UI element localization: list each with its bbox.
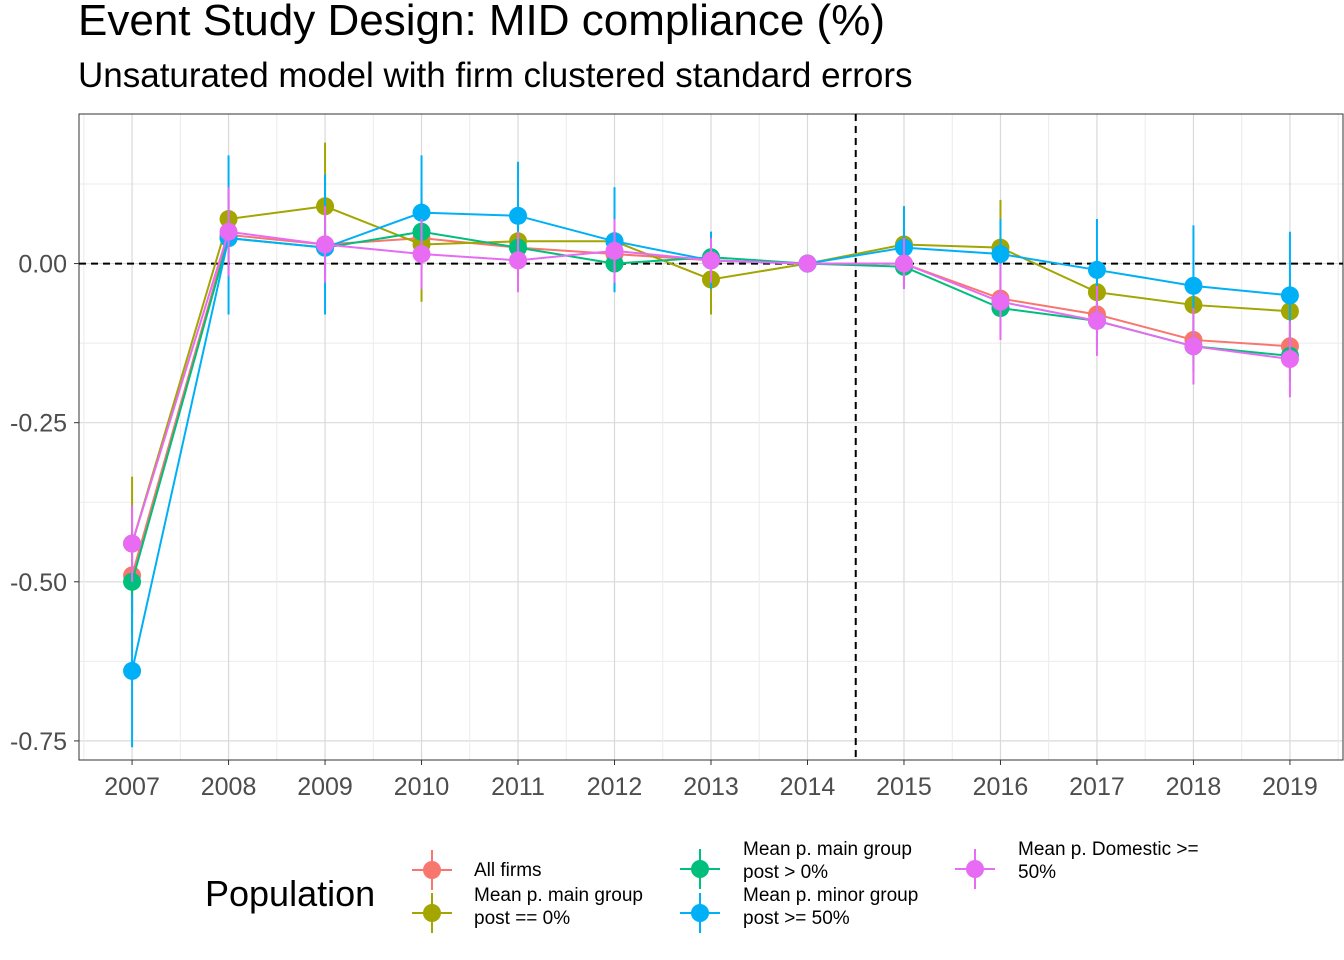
legend-label: 50% (1018, 862, 1056, 883)
chart-subtitle: Unsaturated model with firm clustered st… (78, 56, 913, 95)
data-point (702, 251, 720, 270)
legend-item-0: All firms (412, 850, 542, 890)
data-point (412, 203, 431, 222)
legend-label: post > 0% (743, 862, 828, 883)
chart-title: Event Study Design: MID compliance (%) (78, 0, 885, 45)
legend-key-point (423, 904, 441, 922)
data-point (1184, 337, 1203, 356)
data-point (991, 245, 1010, 264)
data-point (219, 222, 238, 241)
data-point (991, 292, 1010, 311)
y-tick-label: -0.25 (10, 410, 67, 438)
legend-key-point (966, 860, 984, 878)
x-tick-label: 2017 (1069, 773, 1125, 801)
series-4 (123, 187, 1299, 582)
x-tick-label: 2014 (780, 773, 836, 801)
grid-minor-x (83, 114, 1339, 760)
legend-label: Mean p. main group (474, 885, 643, 906)
reference-lines (79, 114, 1343, 760)
legend-item-4: Mean p. Domestic >=50% (955, 839, 1199, 889)
data-point (123, 534, 142, 553)
legend-label: Mean p. main group (743, 839, 912, 860)
data-point (1087, 260, 1106, 279)
x-tick-label: 2008 (201, 773, 257, 801)
data-point (509, 251, 528, 270)
legend-key-point (691, 860, 709, 878)
legend-key-point (423, 861, 441, 879)
x-tick-label: 2019 (1262, 773, 1318, 801)
y-tick-label: -0.50 (10, 569, 67, 597)
x-tick-label: 2018 (1166, 773, 1222, 801)
x-axis: 2007 2008 2009 2010 2011 2012 2013 2014 2015 2016… (104, 760, 1318, 801)
x-tick-label: 2011 (491, 773, 545, 801)
series-layer (123, 142, 1299, 748)
x-tick-label: 2007 (104, 773, 160, 801)
legend-label: post == 0% (474, 908, 570, 929)
x-tick-label: 2016 (973, 773, 1029, 801)
legend-title: Population (205, 873, 375, 914)
legend-label: All firms (474, 860, 542, 881)
data-point (509, 206, 528, 225)
data-point (1280, 286, 1299, 305)
data-point (1280, 350, 1299, 369)
legend-label: Mean p. minor group (743, 885, 918, 906)
data-point (605, 241, 624, 260)
y-tick-label: -0.75 (10, 728, 67, 756)
data-point (316, 235, 335, 254)
x-tick-label: 2013 (683, 773, 739, 801)
x-tick-label: 2010 (394, 773, 450, 801)
data-point (123, 661, 142, 680)
legend-label: post >= 50% (743, 908, 850, 929)
x-tick-label: 2012 (587, 773, 643, 801)
y-tick-label: 0.00 (18, 251, 67, 279)
legend-label: Mean p. Domestic >= (1018, 839, 1199, 860)
legend-key-point (691, 904, 709, 922)
data-point (1087, 311, 1106, 330)
grid-major-x (131, 114, 1291, 760)
data-point (412, 245, 431, 264)
y-axis: -0.75 -0.50 -0.25 0.00 (10, 251, 79, 756)
x-tick-label: 2009 (297, 773, 353, 801)
data-point (894, 254, 913, 273)
data-point (1184, 276, 1203, 295)
x-tick-label: 2015 (876, 773, 932, 801)
data-point (798, 254, 817, 273)
